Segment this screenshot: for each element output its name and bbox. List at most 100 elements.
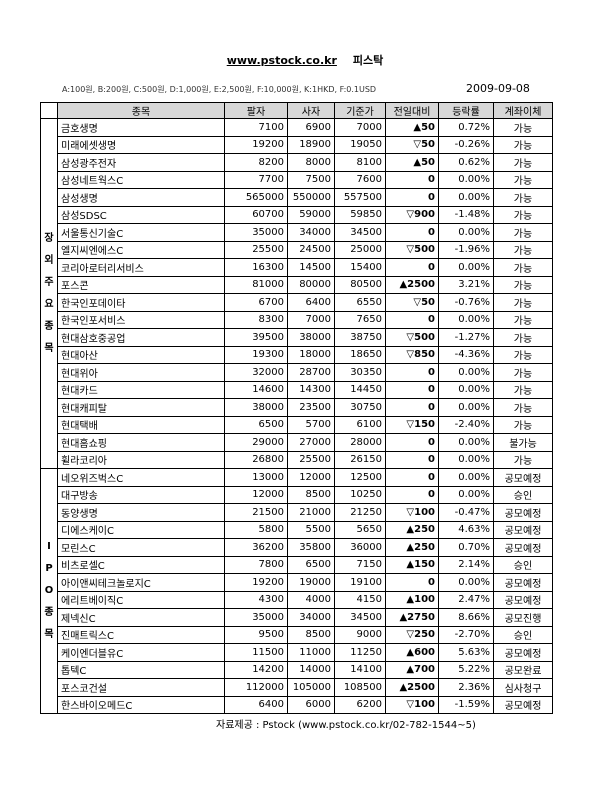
- transfer: 가능: [493, 310, 553, 329]
- name: 현대택배: [57, 415, 225, 434]
- buy: 18900: [287, 135, 335, 154]
- base: 80500: [334, 275, 386, 294]
- base: 34500: [334, 608, 386, 627]
- sell: 26800: [224, 450, 288, 469]
- change: 0: [385, 485, 439, 504]
- buy: 14000: [287, 660, 335, 679]
- row: 케이엔더블유C 11500 11000 11250 ▲600 5.63% 공모예정: [41, 643, 553, 662]
- buy: 105000: [287, 678, 335, 697]
- change: 0: [385, 433, 439, 452]
- rate: 2.36%: [438, 678, 494, 697]
- base: 18650: [334, 345, 386, 364]
- transfer: 가능: [493, 275, 553, 294]
- row: 모린스C 36200 35800 36000 ▲250 0.70% 공모예정: [41, 538, 553, 557]
- base: 7600: [334, 170, 386, 189]
- transfer: 공모예정: [493, 590, 553, 609]
- row: 휠라코리아 26800 25500 26150 0 0.00% 가능: [41, 450, 553, 469]
- base: 12500: [334, 468, 386, 487]
- change: ▲250: [385, 538, 439, 557]
- site: www.pstock.co.kr: [226, 54, 337, 67]
- buy: 6900: [287, 118, 335, 137]
- transfer: 승인: [493, 625, 553, 644]
- base: 557500: [334, 188, 386, 207]
- name: 아이앤씨테크놀로지C: [57, 573, 225, 592]
- buy: 34000: [287, 608, 335, 627]
- base: 7150: [334, 555, 386, 574]
- sell: 36200: [224, 538, 288, 557]
- name: 대구방송: [57, 485, 225, 504]
- transfer: 가능: [493, 205, 553, 224]
- buy: 28700: [287, 363, 335, 382]
- base: 5650: [334, 520, 386, 539]
- buy: 18000: [287, 345, 335, 364]
- name: 한스바이오메드C: [57, 695, 225, 714]
- sell: 4300: [224, 590, 288, 609]
- buy: 24500: [287, 240, 335, 259]
- base: 38750: [334, 328, 386, 347]
- rate: -2.70%: [438, 625, 494, 644]
- change: ▽500: [385, 328, 439, 347]
- sell: 32000: [224, 363, 288, 382]
- row: 톱텍C 14200 14000 14100 ▲700 5.22% 공모완료: [41, 660, 553, 679]
- sell: 60700: [224, 205, 288, 224]
- sell: 12000: [224, 485, 288, 504]
- name: 금호생명: [57, 118, 225, 137]
- row: 현대홈쇼핑 29000 27000 28000 0 0.00% 불가능: [41, 433, 553, 452]
- buy: 6000: [287, 695, 335, 714]
- row: 서울통신기술C 35000 34000 34500 0 0.00% 가능: [41, 223, 553, 242]
- change: ▲600: [385, 643, 439, 662]
- change: 0: [385, 468, 439, 487]
- buy: 14300: [287, 380, 335, 399]
- name: 현대아산: [57, 345, 225, 364]
- base: 7000: [334, 118, 386, 137]
- transfer: 공모완료: [493, 660, 553, 679]
- row: 에리트베이직C 4300 4000 4150 ▲100 2.47% 공모예정: [41, 590, 553, 609]
- name: 에리트베이직C: [57, 590, 225, 609]
- column-header: 사자: [287, 102, 335, 119]
- row: 엘지씨엔에스C 25500 24500 25000 ▽500 -1.96% 가능: [41, 240, 553, 259]
- rate: 0.00%: [438, 433, 494, 452]
- footer: 자료제공 : Pstock (www.pstock.co.kr/02-782-1…: [216, 720, 476, 731]
- sell: 7700: [224, 170, 288, 189]
- sell: 14200: [224, 660, 288, 679]
- rate: 0.00%: [438, 398, 494, 417]
- base: 10250: [334, 485, 386, 504]
- change: ▽850: [385, 345, 439, 364]
- sell: 7800: [224, 555, 288, 574]
- sell: 6700: [224, 293, 288, 312]
- change: ▲700: [385, 660, 439, 679]
- buy: 23500: [287, 398, 335, 417]
- name: 삼성생명: [57, 188, 225, 207]
- rate: 2.47%: [438, 590, 494, 609]
- sell: 9500: [224, 625, 288, 644]
- change: ▲2500: [385, 678, 439, 697]
- transfer: 승인: [493, 485, 553, 504]
- row: 현대카드 14600 14300 14450 0 0.00% 가능: [41, 380, 553, 399]
- rate: 0.72%: [438, 118, 494, 137]
- sell: 7100: [224, 118, 288, 137]
- base: 36000: [334, 538, 386, 557]
- base: 30350: [334, 363, 386, 382]
- row: 삼성SDSC 60700 59000 59850 ▽900 -1.48% 가능: [41, 205, 553, 224]
- rate: 0.00%: [438, 363, 494, 382]
- unit-legend: A:100원, B:200원, C:500원, D:1,000원, E:2,50…: [62, 85, 377, 94]
- buy: 7500: [287, 170, 335, 189]
- site-name: 피스탁: [352, 54, 384, 67]
- change: ▽250: [385, 625, 439, 644]
- row: IPO종목 네오위즈벅스C 13000 12000 12500 0 0.00% 공모예정: [40, 468, 553, 714]
- name: 한국인포서비스: [57, 310, 225, 329]
- base: 26150: [334, 450, 386, 469]
- row: 한스바이오메드C 6400 6000 6200 ▽100 -1.59% 공모예정: [41, 695, 553, 714]
- change: ▲50: [385, 118, 439, 137]
- row: 삼성네트웍스C 7700 7500 7600 0 0.00% 가능: [41, 170, 553, 189]
- change: ▲100: [385, 590, 439, 609]
- base: 11250: [334, 643, 386, 662]
- change: ▲50: [385, 153, 439, 172]
- change: ▽100: [385, 503, 439, 522]
- buy: 11000: [287, 643, 335, 662]
- rate: -1.59%: [438, 695, 494, 714]
- transfer: 가능: [493, 170, 553, 189]
- name: 휠라코리아: [57, 450, 225, 469]
- buy: 8500: [287, 625, 335, 644]
- buy: 21000: [287, 503, 335, 522]
